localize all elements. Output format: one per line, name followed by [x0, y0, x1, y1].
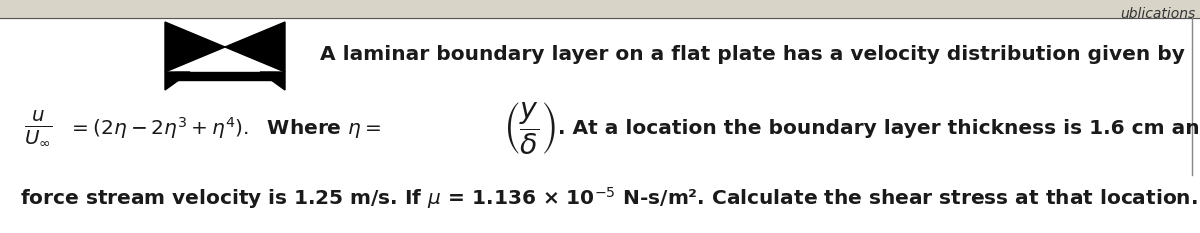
Text: . At a location the boundary layer thickness is 1.6 cm and the: . At a location the boundary layer thick…: [558, 119, 1200, 137]
Bar: [175, 72, 275, 80]
Text: force stream velocity is 1.25 m/s. If $\mu$ = 1.136 × 10$^{-5}$ N-s/m². Calculat: force stream velocity is 1.25 m/s. If $\…: [20, 185, 1198, 211]
Text: $= (2\eta - 2\eta^3 + \eta^4).$  Where $\eta =$: $= (2\eta - 2\eta^3 + \eta^4).$ Where $\…: [68, 115, 382, 141]
Polygon shape: [260, 72, 286, 90]
Polygon shape: [166, 22, 226, 72]
Polygon shape: [226, 22, 286, 72]
Polygon shape: [166, 72, 190, 90]
Text: ublications: ublications: [1120, 7, 1195, 21]
Text: $\left(\dfrac{y}{\delta}\right)$: $\left(\dfrac{y}{\delta}\right)$: [503, 100, 557, 156]
Text: A laminar boundary layer on a flat plate has a velocity distribution given by: A laminar boundary layer on a flat plate…: [320, 45, 1186, 65]
Text: $\frac{u}{U_{\infty}}$: $\frac{u}{U_{\infty}}$: [24, 109, 53, 147]
Bar: [0, 0, 1200, 18]
